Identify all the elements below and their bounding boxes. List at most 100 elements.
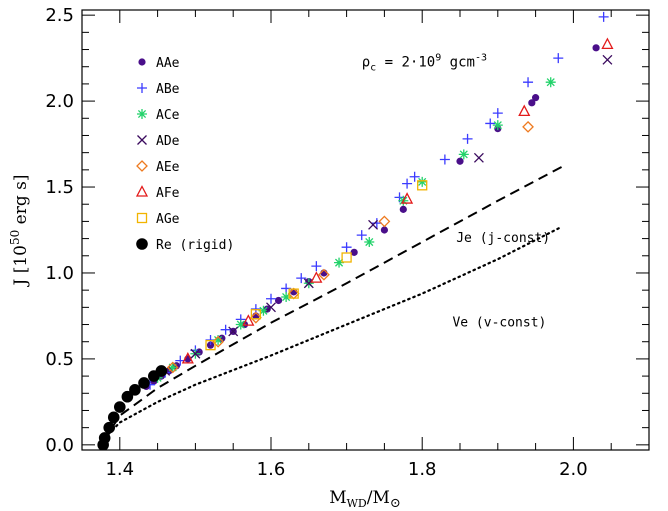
- point-age: [288, 288, 299, 299]
- point-abe: [311, 261, 322, 272]
- point-ace: [458, 149, 469, 160]
- point-aae: [274, 296, 283, 305]
- legend-marker-age: [136, 212, 148, 224]
- y-tick-label: 1.5: [45, 177, 74, 198]
- point-abe: [553, 53, 564, 64]
- y-tick-label: 0.0: [45, 435, 74, 456]
- x-tick-label: 1.8: [408, 459, 437, 480]
- legend-label-ade: ADe: [156, 134, 180, 149]
- point-ace: [364, 237, 375, 248]
- point-abe: [485, 118, 496, 129]
- point-aee: [522, 120, 534, 133]
- point-age: [341, 252, 352, 263]
- point-ace: [492, 120, 503, 131]
- point-afe: [310, 271, 323, 283]
- point-ade: [473, 152, 484, 163]
- point-abe: [266, 293, 276, 304]
- annotation-rho: ρc = 2·109 gcm-3: [362, 53, 487, 74]
- point-aae: [380, 226, 388, 234]
- point-aee: [249, 311, 262, 324]
- legend-label-aae: AAe: [156, 56, 180, 71]
- point-ace: [334, 257, 345, 268]
- x-tick-label: 1.4: [105, 459, 134, 480]
- legend-marker-aee: [136, 160, 148, 172]
- point-re-rigid: [114, 401, 126, 413]
- point-afe: [518, 104, 531, 117]
- annotation-ve: Ve (v-const): [452, 315, 546, 330]
- point-afe: [181, 352, 194, 364]
- annotation-je: Je (j-const): [456, 231, 550, 246]
- point-abe: [371, 218, 382, 229]
- point-re-rigid: [138, 377, 150, 389]
- legend-marker-ace: [137, 109, 147, 119]
- point-aae: [399, 205, 407, 213]
- point-ade: [602, 54, 613, 65]
- point-abe: [492, 108, 503, 119]
- data-points: [97, 11, 614, 450]
- point-abe: [462, 133, 473, 144]
- point-aae: [456, 157, 464, 165]
- point-re-rigid: [98, 432, 111, 444]
- point-ace: [417, 176, 428, 187]
- y-axis-title: J [1050 erg s]: [8, 175, 31, 288]
- point-ade: [266, 302, 276, 313]
- point-aee: [378, 215, 391, 228]
- model-lines: [102, 163, 567, 442]
- plot-frame: [81, 9, 650, 451]
- point-abe: [402, 178, 413, 189]
- legend-label-re-rigid: Re (rigid): [156, 238, 234, 253]
- point-abe: [341, 242, 352, 253]
- point-aee: [318, 268, 330, 281]
- axis-ticks: [81, 10, 650, 450]
- point-ace: [258, 305, 269, 316]
- point-age: [417, 180, 428, 191]
- point-re-rigid: [103, 421, 116, 434]
- point-abe: [523, 77, 534, 88]
- tick-labels: 1.4 1.6 1.8 2.0 0.0 0.5 1.0 1.5 2.0 2.5: [45, 5, 587, 480]
- point-ace: [235, 319, 246, 330]
- point-ace: [545, 77, 556, 88]
- point-aee: [166, 361, 179, 374]
- legend-marker-afe: [135, 185, 149, 197]
- y-tick-label: 2.0: [45, 91, 74, 112]
- y-tick-label: 0.5: [45, 349, 74, 370]
- point-aae: [592, 44, 600, 52]
- point-abe: [296, 273, 307, 284]
- legend-label-afe: AFe: [156, 186, 180, 201]
- legend-marker-re-rigid: [136, 238, 148, 250]
- point-aae: [528, 99, 536, 107]
- legend-label-abe: ABe: [156, 82, 180, 97]
- point-re-rigid: [107, 411, 120, 424]
- ve-v-const-line: [103, 225, 564, 440]
- point-ace: [167, 362, 178, 373]
- legend-marker-abe: [137, 83, 147, 93]
- x-tick-label: 2.0: [559, 459, 588, 480]
- legend: AAe ABe ACe ADe AEe AFe AGe Re (rigid): [135, 56, 234, 253]
- point-age: [250, 309, 262, 320]
- point-afe: [601, 37, 614, 50]
- point-abe: [281, 283, 292, 294]
- legend-label-ace: ACe: [156, 108, 180, 123]
- point-abe: [220, 324, 231, 335]
- point-ade: [368, 219, 379, 230]
- point-re-rigid: [129, 384, 141, 396]
- annotations: ρc = 2·109 gcm-3 Je (j-const) Ve (v-const): [362, 53, 550, 331]
- point-afe: [242, 314, 255, 326]
- point-abe: [356, 230, 367, 241]
- point-aae: [532, 94, 540, 102]
- point-ace: [213, 335, 224, 345]
- legend-label-aee: AEe: [156, 160, 180, 175]
- point-re-rigid: [121, 390, 134, 403]
- je-j-const-line: [102, 163, 567, 442]
- point-age: [205, 340, 216, 351]
- x-axis-title: MWD/M⊙: [329, 488, 401, 511]
- point-ade: [190, 348, 201, 359]
- x-tick-label: 1.6: [257, 459, 286, 480]
- point-aae: [350, 248, 358, 256]
- point-abe: [439, 154, 450, 165]
- point-ade: [228, 326, 239, 337]
- legend-marker-aae: [138, 58, 146, 66]
- point-aae: [206, 341, 215, 349]
- point-re-rigid: [155, 365, 168, 377]
